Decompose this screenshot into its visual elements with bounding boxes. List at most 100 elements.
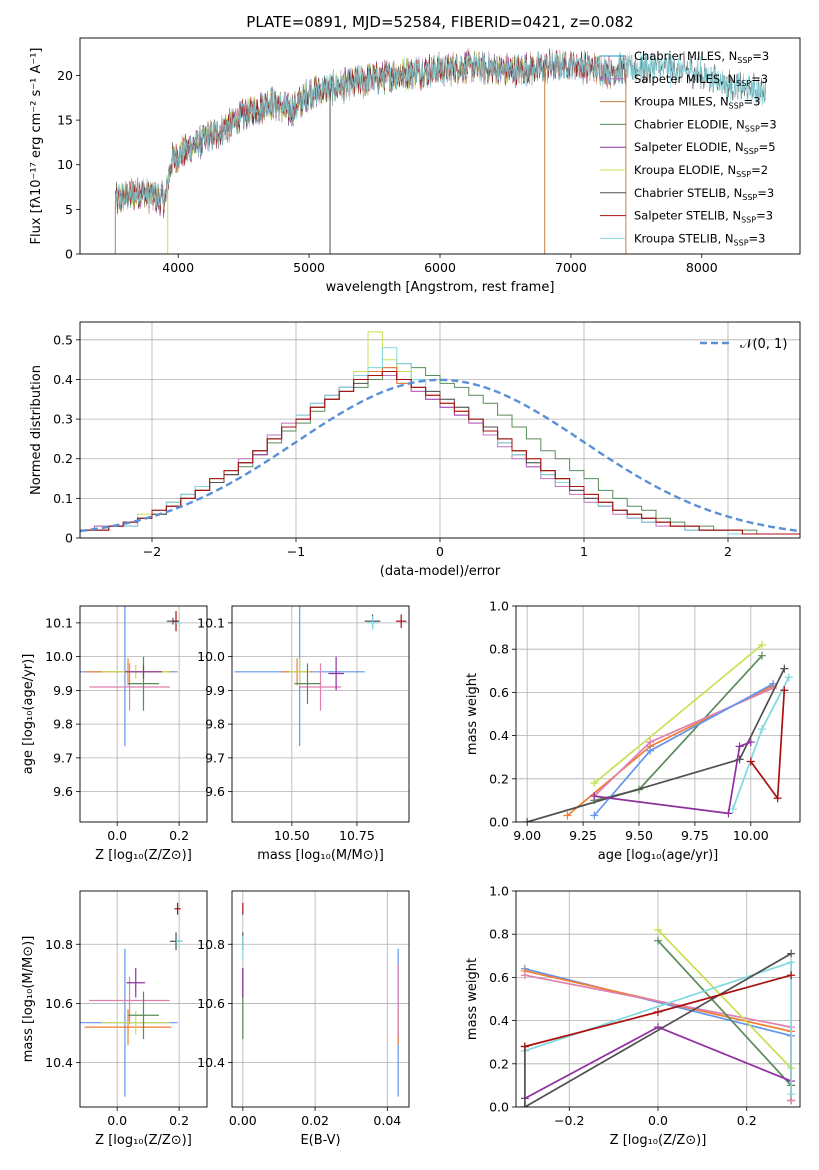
weight-point (746, 757, 755, 766)
x-tick-label: 6000 (424, 260, 456, 275)
plot-area (516, 606, 800, 822)
weight-point (757, 725, 766, 734)
y-tick-label: 10.6 (197, 996, 225, 1011)
legend-label: Kroupa ELODIE, NSSP=2 (634, 163, 768, 179)
panel-age_vs_mass: 10.50 10.75 9.6 9.7 9.8 9.9 10.0 10.1 mass [log₁… (197, 605, 410, 863)
x-tick-label: −0.2 (554, 1113, 584, 1128)
legend-label: Chabrier STELIB, NSSP=3 (634, 186, 774, 202)
y-tick-label: 9.6 (205, 784, 225, 799)
y-tick-label: 10.8 (45, 937, 73, 952)
panel-age_vs_Z: 0.0 0.2 9.6 9.7 9.8 9.9 10.0 10.1 Z [log₁₀(Z/Z⊙)… (21, 605, 208, 863)
y-tick-label: 9.7 (53, 750, 73, 765)
weight-point (735, 742, 744, 751)
x-axis-label: age [log₁₀(age/yr)] (598, 848, 719, 863)
y-tick-label: 0.4 (489, 1013, 509, 1028)
y-tick-label: 0.0 (489, 815, 509, 830)
weight-point (563, 811, 572, 820)
weight-point (787, 1090, 796, 1099)
weight-point (784, 673, 793, 682)
x-tick-label: 2 (724, 544, 732, 559)
y-tick-label: 10.0 (197, 649, 225, 664)
x-tick-label: 9.00 (513, 828, 541, 843)
panel-mass_vs_Z: 0.0 0.2 10.4 10.6 10.8 Z [log₁₀(Z/Z⊙)] mass [l… (21, 890, 208, 1148)
x-tick-label: 0.04 (373, 1113, 401, 1128)
y-tick-label: 0.3 (53, 412, 73, 427)
x-tick-label: 9.50 (625, 828, 653, 843)
axes-frame (231, 890, 410, 1108)
weight-point (646, 738, 655, 747)
weight-series (524, 952, 792, 1107)
y-tick-label: 0.8 (489, 927, 509, 942)
spectrum-line (115, 49, 766, 211)
y-axis-label: mass weight (465, 958, 480, 1040)
weight-point (724, 809, 733, 818)
x-axis-label: wavelength [Angstrom, rest frame] (326, 280, 555, 295)
y-tick-label: 0.4 (53, 372, 73, 387)
legend-label: Salpeter STELIB, NSSP=3 (634, 209, 773, 225)
y-tick-label: 0 (65, 247, 73, 262)
y-tick-label: 5 (65, 202, 73, 217)
weight-point (787, 949, 796, 958)
y-tick-label: 9.8 (205, 717, 225, 732)
weight-point (728, 805, 737, 814)
x-axis-label: (data-model)/error (380, 564, 501, 579)
axes-frame (79, 890, 208, 1108)
weight-point (773, 794, 782, 803)
x-tick-label: 0.0 (648, 1113, 668, 1128)
plot-area (114, 48, 766, 254)
y-tick-label: 0.5 (53, 332, 73, 347)
y-tick-label: 10.0 (45, 649, 73, 664)
weight-point (780, 664, 789, 673)
histogram-series (80, 347, 800, 538)
x-axis-label: E(B-V) (300, 1133, 340, 1148)
y-tick-label: 0.1 (53, 491, 73, 506)
plot-area (232, 891, 409, 1107)
weight-point (757, 651, 766, 660)
legend-label: 𝒩(0, 1) (740, 337, 787, 352)
panel-spectrum: 4000 5000 6000 7000 8000 0 5 10 15 20 wavelength [… (29, 37, 801, 295)
y-tick-label: 0.2 (53, 451, 73, 466)
x-tick-label: 0.2 (737, 1113, 757, 1128)
spectrum-line (115, 49, 627, 215)
legend: Chabrier MILES, NSSP=3 Salpeter MILES, NS… (600, 49, 777, 247)
x-tick-label: 5000 (293, 260, 325, 275)
legend-label: Chabrier ELODIE, NSSP=3 (634, 117, 777, 133)
weight-series (593, 683, 774, 817)
x-tick-label: 0.2 (169, 828, 189, 843)
x-tick-label: 10.75 (339, 828, 375, 843)
y-tick-label: 9.7 (205, 750, 225, 765)
x-tick-label: 7000 (555, 260, 587, 275)
x-tick-label: 0.0 (107, 828, 127, 843)
x-tick-label: −2 (143, 544, 161, 559)
y-tick-label: 15 (57, 113, 73, 128)
weight-point (780, 686, 789, 695)
x-tick-label: 8000 (686, 260, 718, 275)
y-tick-label: 0.6 (489, 685, 509, 700)
x-tick-label: 0.2 (169, 1113, 189, 1128)
weight-series (526, 668, 786, 822)
y-tick-label: 10.4 (197, 1055, 225, 1070)
x-tick-label: 1 (580, 544, 588, 559)
axes-frame (79, 37, 801, 255)
panel-mass_vs_ebv: 0.00 0.02 0.04 10.4 10.6 10.8 E(B-V) (197, 890, 410, 1148)
weight-point (523, 818, 532, 822)
x-axis-label: mass [log₁₀(M/M⊙)] (257, 848, 384, 863)
weight-point (646, 746, 655, 755)
y-tick-label: 10.1 (45, 615, 73, 630)
y-axis-label: age [log₁₀(age/yr)] (21, 654, 36, 775)
y-tick-label: 10.1 (197, 615, 225, 630)
panel-weight_vs_Z: −0.2 0.0 0.2 0.0 0.2 0.4 0.6 0.8 1.0 Z [log₁₀(Z/Z… (465, 884, 801, 1148)
y-tick-label: 10 (57, 157, 73, 172)
plot-area (80, 891, 207, 1107)
weight-point (769, 679, 778, 688)
weight-point (746, 738, 755, 747)
x-tick-label: 0.0 (107, 1113, 127, 1128)
legend-label: Salpeter ELODIE, NSSP=5 (634, 140, 776, 156)
y-tick-label: 10.8 (197, 937, 225, 952)
plot-area (232, 606, 409, 822)
weight-point (520, 1042, 529, 1051)
weight-point (787, 971, 796, 980)
panel-residual_hist: −2 −1 0 1 2 0 0.1 0.2 0.3 0.4 0.5 (data-model)/erro… (29, 321, 801, 579)
x-tick-label: −1 (287, 544, 305, 559)
